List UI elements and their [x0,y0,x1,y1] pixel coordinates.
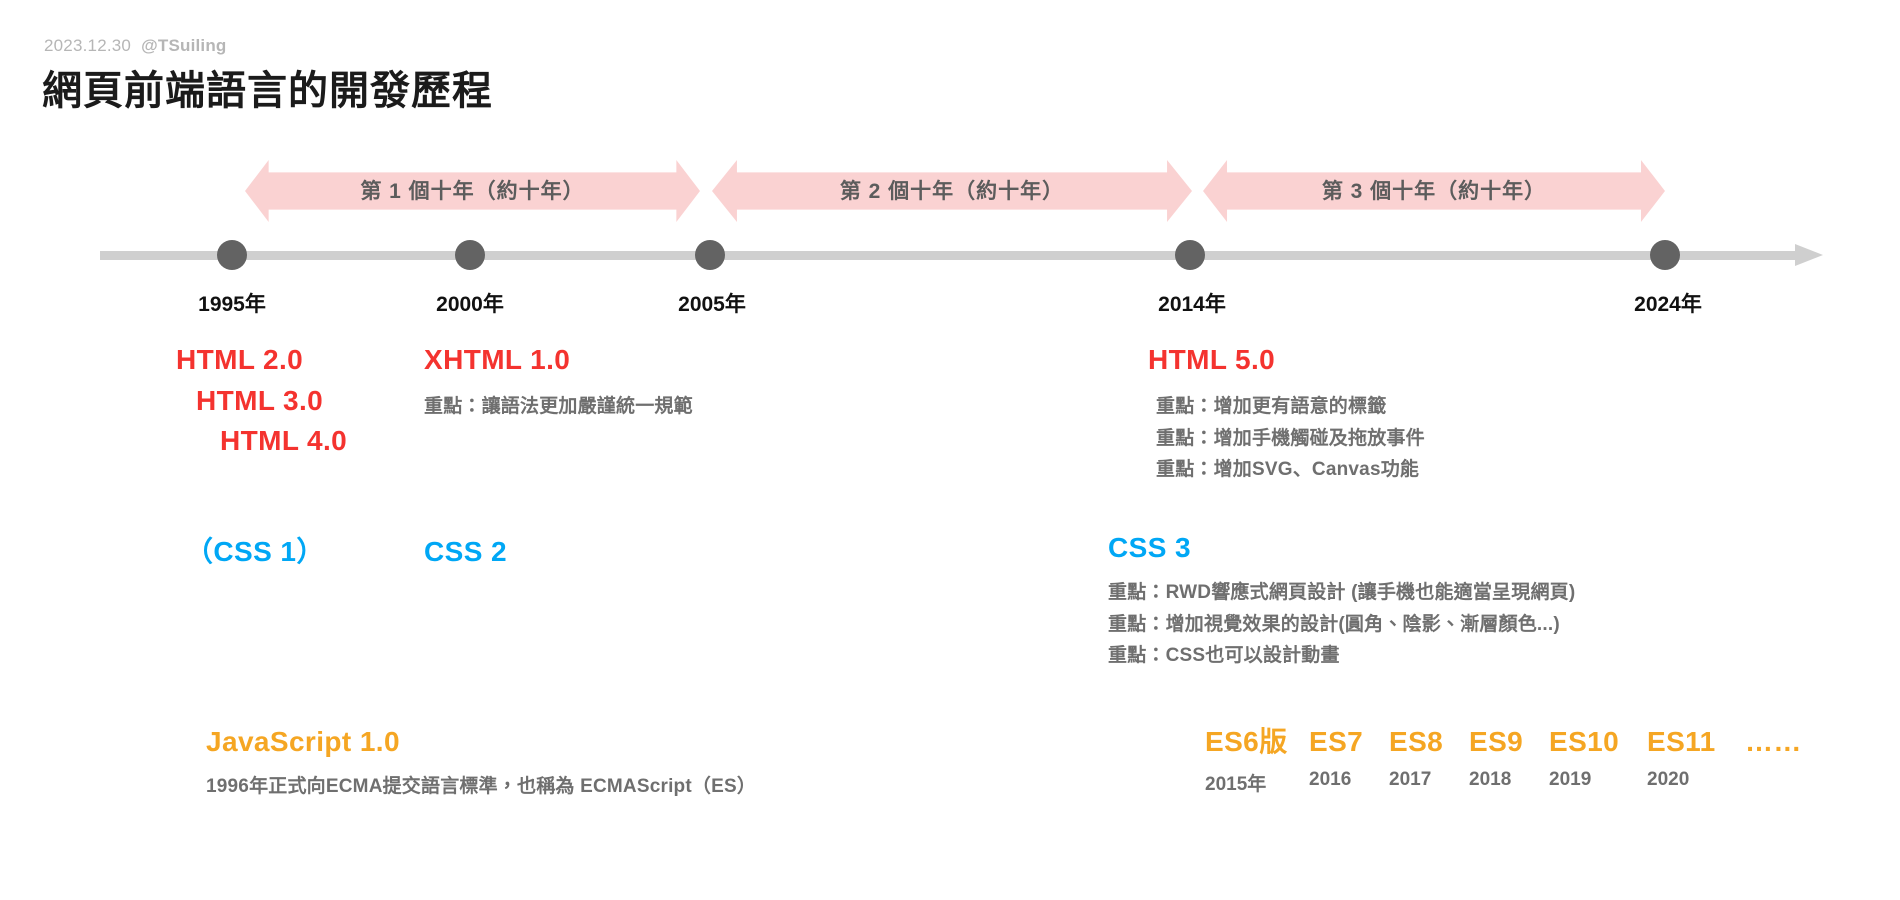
axis-line [100,251,1800,260]
timeline-axis [0,240,1900,270]
es-year-2018: 2018 [1469,768,1512,790]
html-version-2: HTML 2.0 [176,344,304,375]
decade-arrow-2: 第 2 個十年（約十年） [712,160,1192,222]
timeline-dot-2000 [455,240,485,270]
decade-arrow-3: 第 3 個十年（約十年） [1203,160,1665,222]
css3-note-3: 重點：CSS也可以設計動畫 [1108,645,1340,667]
html5-title: HTML 5.0 [1148,344,1276,375]
es-version-9: ES9 [1469,726,1524,757]
html5-note-2: 重點：增加手機觸碰及拖放事件 [1156,427,1425,449]
timeline-dot-2024 [1650,240,1680,270]
timeline-dot-2014 [1175,240,1205,270]
decade-label-1: 第 1 個十年（約十年） [360,180,585,203]
css3-group: CSS 3 重點：RWD響應式網頁設計 (讓手機也能適當呈現網頁) 重點：增加視… [1108,528,1575,672]
html-version-4: HTML 4.0 [220,425,348,457]
es-version-11: ES11 [1647,726,1716,757]
es-year-2020: 2020 [1647,768,1690,790]
es-version-more: …… [1745,726,1802,757]
xhtml-group: XHTML 1.0 重點：讓語法更加嚴謹統一規範 [424,340,693,423]
timeline-dot-1995 [217,240,247,270]
year-label-1995: 1995年 [198,293,266,316]
timeline-dot-2005 [695,240,725,270]
css1-group: （CSS 1） [185,532,325,573]
es-year-row: 2015年 2016 2017 2018 2019 2020 [1205,769,1802,796]
es-year-2019: 2019 [1549,768,1592,790]
year-label-2014: 2014年 [1158,293,1226,316]
html-version-3: HTML 3.0 [196,384,324,416]
html5-note-3: 重點：增加SVG、Canvas功能 [1156,459,1420,481]
javascript-title: JavaScript 1.0 [206,726,400,757]
es-version-8: ES8 [1389,726,1444,757]
decade-arrow-1: 第 1 個十年（約十年） [245,160,700,222]
publish-date: 2023.12.30 [44,36,132,55]
year-label-2005: 2005年 [678,293,746,316]
es-year-2017: 2017 [1389,768,1432,790]
css2-group: CSS 2 [424,532,507,573]
es-year-2016: 2016 [1309,768,1352,790]
axis-arrowhead-icon [1795,244,1823,266]
javascript-note-1: 1996年正式向ECMA提交語言標準，也稱為 ECMAScript（ES） [206,775,757,797]
es-year-2015: 2015年 [1205,773,1267,795]
year-label-2024: 2024年 [1634,293,1702,316]
html5-group: HTML 5.0 重點：增加更有語意的標籤 重點：增加手機觸碰及拖放事件 重點：… [1148,340,1425,486]
html5-note-1: 重點：增加更有語意的標籤 [1156,395,1387,417]
html-early-versions: HTML 2.0 HTML 3.0 HTML 4.0 [176,340,347,462]
xhtml-title: XHTML 1.0 [424,344,571,375]
css3-title: CSS 3 [1108,532,1191,563]
decade-band: 第 1 個十年（約十年） 第 2 個十年（約十年） 第 3 個十年（約十年） [0,160,1900,222]
year-label-2000: 2000年 [436,293,504,316]
css2-title: CSS 2 [424,536,507,567]
author-handle: @TSuiling [141,36,227,55]
css3-note-1: 重點：RWD響應式網頁設計 (讓手機也能適當呈現網頁) [1108,581,1576,603]
decade-label-2: 第 2 個十年（約十年） [839,180,1065,203]
meta-line: 2023.12.30 @TSuiling [44,36,227,56]
javascript-group: JavaScript 1.0 1996年正式向ECMA提交語言標準，也稱為 EC… [206,722,756,803]
es-versions-group: ES6版 ES7 ES8 ES9 ES10 ES11 …… 2015年 2016… [1205,722,1802,796]
xhtml-note-1: 重點：讓語法更加嚴謹統一規範 [424,395,693,417]
decade-label-3: 第 3 個十年（約十年） [1321,180,1547,203]
es-version-10: ES10 [1549,726,1620,757]
css1-title: （CSS 1） [185,536,325,567]
es-version-row: ES6版 ES7 ES8 ES9 ES10 ES11 …… [1205,722,1802,763]
es-version-6: ES6版 [1205,726,1288,757]
css3-note-2: 重點：增加視覺效果的設計(圓角、陰影、漸層顏色...) [1108,613,1560,635]
es-version-7: ES7 [1309,726,1364,757]
page-title: 網頁前端語言的開發歷程 [42,69,493,113]
